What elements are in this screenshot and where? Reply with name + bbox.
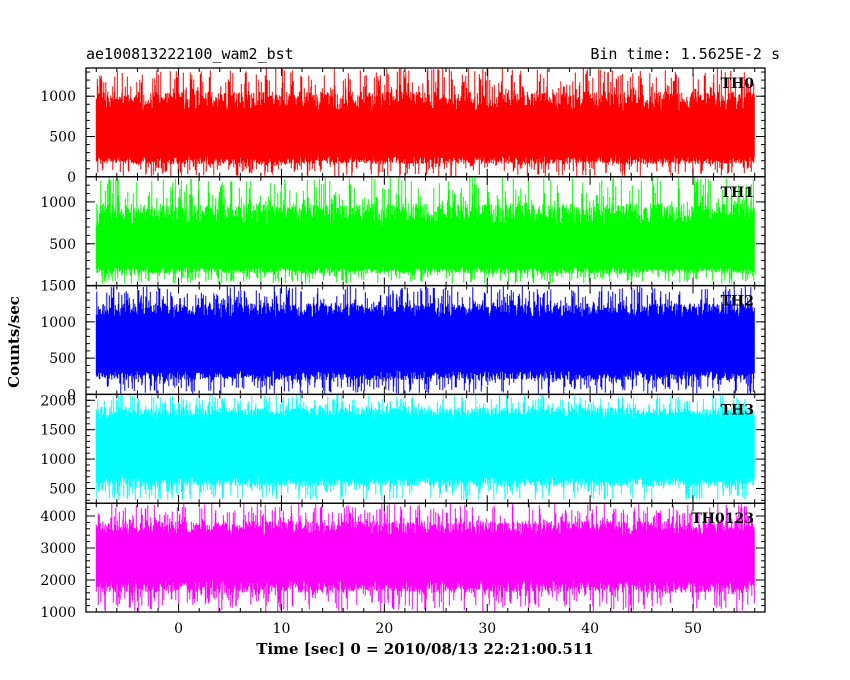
y-tick-label: 1000: [40, 315, 76, 331]
x-axis: 0 10 20 30 40 50: [174, 621, 702, 637]
y-tick-label: 500: [49, 351, 76, 367]
y-tick-label: 500: [49, 481, 76, 497]
panel-label-th2: TH2: [721, 294, 754, 310]
y-tick-label: 500: [49, 130, 76, 146]
x-tick-label: 0: [174, 621, 183, 637]
panel-th3: 500 1000 1500 2000 TH3: [40, 393, 766, 504]
y-tick-label: 1000: [40, 452, 76, 468]
y-tick-label: 4000: [40, 509, 76, 525]
y-tick-label: 1000: [40, 195, 76, 211]
panel-label-th3: TH3: [721, 402, 754, 418]
panel-label-th1: TH1: [721, 185, 754, 201]
y-tick-label: 2000: [40, 393, 76, 409]
y-tick-label: 2000: [40, 573, 76, 589]
y-axis-title: Counts/sec: [5, 296, 23, 388]
x-tick-label: 30: [478, 621, 496, 637]
series-th1-trace: [95, 176, 755, 284]
panel-th0: 0 500 1000 TH0: [40, 67, 766, 186]
x-tick-label: 50: [684, 621, 702, 637]
y-tick-label: 3000: [40, 541, 76, 557]
series-th0-trace: [95, 68, 755, 177]
panel-th0123: 1000 2000 3000 4000 TH0123: [40, 502, 766, 621]
y-tick-label: 0: [67, 387, 76, 403]
x-tick-label: 10: [273, 621, 291, 637]
figure-title: ae100813222100_wam2_bst: [86, 45, 294, 63]
y-tick-label: 1500: [40, 279, 76, 295]
panel-label-th0: TH0: [721, 76, 755, 92]
y-tick-label: 0: [67, 170, 76, 186]
series-th2-trace: [95, 285, 755, 395]
bin-time-label: Bin time: 1.5625E-2 s: [590, 45, 780, 63]
y-tick-label: 1500: [40, 423, 76, 439]
x-axis-title: Time [sec] 0 = 2010/08/13 22:21:00.511: [256, 640, 593, 658]
panel-label-th0123: TH0123: [691, 511, 754, 527]
x-tick-label: 20: [375, 621, 393, 637]
panel-th1: 0 500 1000 TH1: [40, 176, 766, 295]
y-tick-label: 1000: [40, 89, 76, 105]
x-tick-label: 40: [581, 621, 599, 637]
series-th3-trace: [95, 394, 755, 501]
panel-th2: 0 500 1000 1500 TH2: [40, 279, 766, 403]
panels-group: 0 500 1000 TH0 0 500 1000 TH1 0 500 1000 1500 TH2 500…: [40, 67, 766, 621]
y-tick-label: 0: [67, 279, 76, 295]
y-tick-label: 500: [49, 237, 76, 253]
series-th0123-trace: [95, 503, 755, 612]
y-tick-label: 1000: [40, 605, 76, 621]
